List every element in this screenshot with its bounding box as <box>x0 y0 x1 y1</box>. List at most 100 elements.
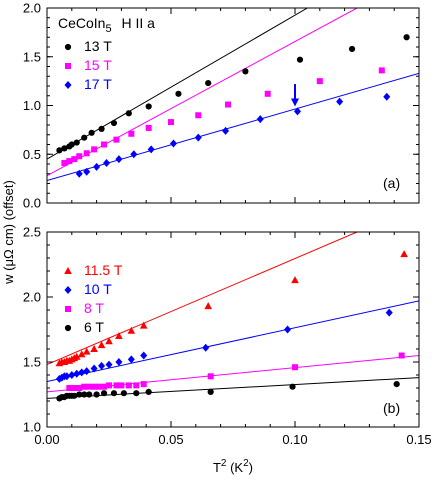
data-point-17T <box>194 133 202 142</box>
data-point-11_5T <box>204 302 212 310</box>
legend-marker <box>64 267 72 274</box>
arrow-annotation-head <box>291 98 299 107</box>
legend-marker <box>64 43 72 51</box>
data-point-8T <box>96 383 103 390</box>
legend-marker <box>65 306 71 312</box>
data-point-15T <box>378 67 385 74</box>
data-point-8T <box>125 382 132 389</box>
data-point-13T <box>56 147 63 154</box>
data-point-10T <box>98 361 106 370</box>
data-point-8T <box>140 381 147 388</box>
data-point-17T <box>115 155 123 164</box>
data-point-13T <box>348 45 356 53</box>
fit-line-6T <box>47 377 419 399</box>
legend-label: 13 T <box>84 38 112 54</box>
data-point-15T <box>316 78 323 85</box>
data-point-8T <box>91 383 98 390</box>
data-point-15T <box>225 101 232 108</box>
data-point-15T <box>264 90 271 97</box>
panel-b-plot-area <box>47 232 419 402</box>
legend-label: 6 T <box>84 319 104 335</box>
data-point-11_5T <box>77 350 86 358</box>
x-axis-label-close: ) <box>249 460 253 475</box>
data-point-8T <box>71 385 78 391</box>
data-point-17T <box>256 115 264 124</box>
data-point-13T <box>68 141 75 148</box>
data-point-8T <box>292 364 298 371</box>
data-point-10T <box>73 369 81 378</box>
legend-marker <box>64 81 72 89</box>
data-point-15T <box>83 150 90 157</box>
panel-b: 0.00 0.05 0.10 0.15 1.0 1.5 2.0 2.5 11.5 T 10 T 8… <box>23 225 432 448</box>
data-point-10T <box>105 360 113 369</box>
fit-line-15T <box>47 8 358 177</box>
data-point-6T <box>393 381 400 388</box>
legend-marker <box>65 63 71 69</box>
data-point-11_5T <box>127 326 136 334</box>
data-point-8T <box>76 385 83 391</box>
data-point-13T <box>403 34 410 41</box>
data-point-11_5T <box>82 347 91 355</box>
y-tick-label: 1.0 <box>23 98 41 113</box>
y-tick-label: 2.0 <box>23 290 41 305</box>
data-point-13T <box>81 134 88 141</box>
panel-b-frame <box>46 231 420 428</box>
data-point-8T <box>118 382 125 389</box>
data-point-8T <box>398 352 405 359</box>
data-point-13T <box>145 103 152 110</box>
y-tick-label: 1.0 <box>23 420 41 435</box>
title-field-orientation: H II a <box>121 15 155 31</box>
data-point-17T <box>169 139 177 148</box>
data-point-6T <box>289 383 296 390</box>
data-point-17T <box>147 145 155 154</box>
data-point-13T <box>73 139 80 146</box>
legend-label: 15 T <box>84 57 112 73</box>
data-point-13T <box>242 68 249 75</box>
x-tick-label: 0.10 <box>282 432 307 447</box>
data-point-8T <box>81 383 88 390</box>
data-point-10T <box>284 325 292 334</box>
data-point-6T <box>86 391 93 398</box>
data-point-15T <box>168 119 174 126</box>
data-point-6T <box>133 390 140 397</box>
data-point-6T <box>207 388 214 395</box>
data-point-11_5T <box>291 276 299 284</box>
data-point-10T <box>140 351 148 360</box>
data-point-10T <box>127 355 135 364</box>
panel-a-title: CeCoIn5 H II a <box>58 15 155 35</box>
fit-line-11_5T <box>47 232 358 366</box>
data-point-10T <box>78 368 86 377</box>
data-point-15T <box>145 124 152 131</box>
legend-marker <box>64 286 72 294</box>
panel-b-label: (b) <box>383 400 400 416</box>
data-point-10T <box>202 343 210 352</box>
title-spacer <box>112 15 116 31</box>
data-point-8T <box>113 382 120 389</box>
data-point-13T <box>110 119 118 127</box>
legend-label: 11.5 T <box>84 262 123 278</box>
panel-a-ticks: 0.0 0.5 1.0 1.5 2.0 <box>23 1 420 211</box>
data-point-17T <box>103 159 111 168</box>
data-point-10T <box>63 372 71 381</box>
data-point-15T <box>101 141 108 148</box>
data-point-15T <box>76 153 83 160</box>
data-point-17T <box>75 169 83 178</box>
data-point-15T <box>113 136 120 143</box>
data-point-13T <box>98 125 105 132</box>
data-point-13T <box>125 110 132 117</box>
data-point-6T <box>110 390 118 397</box>
data-point-15T <box>61 160 68 167</box>
data-point-8T <box>207 373 214 380</box>
legend-label: 10 T <box>84 281 112 297</box>
y-tick-label: 2.5 <box>23 225 41 240</box>
data-point-6T <box>93 391 100 398</box>
panel-b-legend: 11.5 T 10 T 8 T 6 T <box>64 262 123 335</box>
data-point-11_5T <box>139 321 148 329</box>
x-tick-label: 0.05 <box>158 432 183 447</box>
data-point-13T <box>205 79 212 87</box>
x-axis-label-base: T <box>213 460 221 475</box>
data-point-11_5T <box>115 332 123 339</box>
data-point-17T <box>293 107 301 116</box>
y-tick-label: 1.5 <box>23 49 41 64</box>
